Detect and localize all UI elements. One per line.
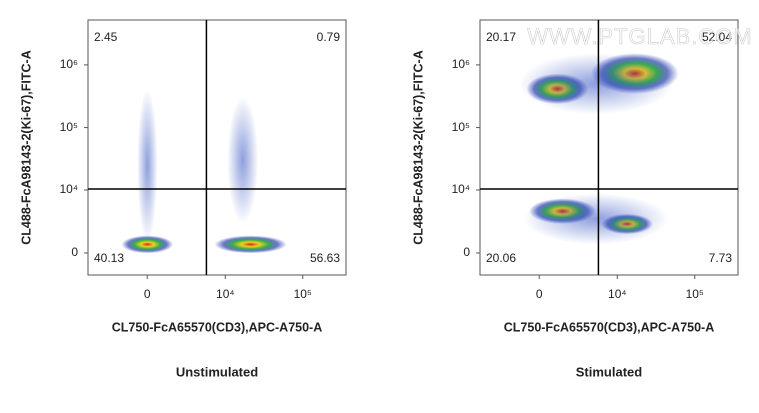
y-tick-label: 10⁶ — [60, 57, 78, 71]
panel-title: Unstimulated — [176, 364, 258, 379]
quadrant-percent: 40.13 — [94, 251, 124, 265]
x-tick-label: 10⁴ — [216, 287, 235, 301]
x-tick-label: 0 — [144, 287, 151, 301]
quadrant-percent: 52.04 — [702, 30, 732, 44]
quadrant-percent: 56.63 — [310, 251, 340, 265]
panel: 0 10⁴ 10⁵ 0 10⁴ 10⁵ 10⁶ 20.17 52.04 20.06 7.73 WWW.… — [411, 19, 752, 379]
y-tick-label: 10⁵ — [60, 120, 78, 134]
y-axis-label: CL488-FcA98143-2(Ki-67),FITC-A — [19, 50, 33, 245]
y-axis-label: CL488-FcA98143-2(Ki-67),FITC-A — [411, 50, 425, 245]
density-cloud — [523, 193, 669, 245]
density-cloud — [518, 53, 674, 115]
y-tick-label: 10⁴ — [451, 182, 470, 196]
y-tick-label: 10⁴ — [59, 182, 78, 196]
quadrant-percent: 0.79 — [317, 30, 341, 44]
plot-frame — [87, 19, 347, 276]
x-tick-label: 10⁵ — [294, 287, 312, 301]
y-tick-label: 0 — [463, 245, 470, 259]
y-tick-label: 0 — [71, 245, 78, 259]
density-cloud — [227, 96, 259, 224]
x-tick-label: 10⁴ — [608, 287, 627, 301]
x-tick-label: 10⁵ — [686, 287, 704, 301]
watermark: WWW.PTGLAB.COM — [527, 24, 752, 49]
density-cloud — [214, 235, 287, 254]
density-cloud — [137, 88, 158, 242]
x-tick-label: 0 — [536, 287, 543, 301]
x-axis-label: CL750-FcA65570(CD3),APC-A750-A — [504, 320, 715, 334]
quadrant-percent: 20.06 — [486, 251, 516, 265]
quadrant-percent: 20.17 — [486, 30, 516, 44]
density-cloud — [121, 235, 174, 254]
x-axis-label: CL750-FcA65570(CD3),APC-A750-A — [112, 320, 323, 334]
plot-frame — [479, 19, 739, 276]
panel: 0 10⁴ 10⁵ 0 10⁴ 10⁵ 10⁶ 2.45 0.79 40.13 56.63 CL750… — [19, 19, 347, 379]
quadrant-percent: 7.73 — [709, 251, 733, 265]
y-tick-label: 10⁶ — [452, 57, 470, 71]
panel-title: Stimulated — [576, 364, 643, 379]
quadrant-percent: 2.45 — [94, 30, 118, 44]
y-tick-label: 10⁵ — [452, 120, 470, 134]
